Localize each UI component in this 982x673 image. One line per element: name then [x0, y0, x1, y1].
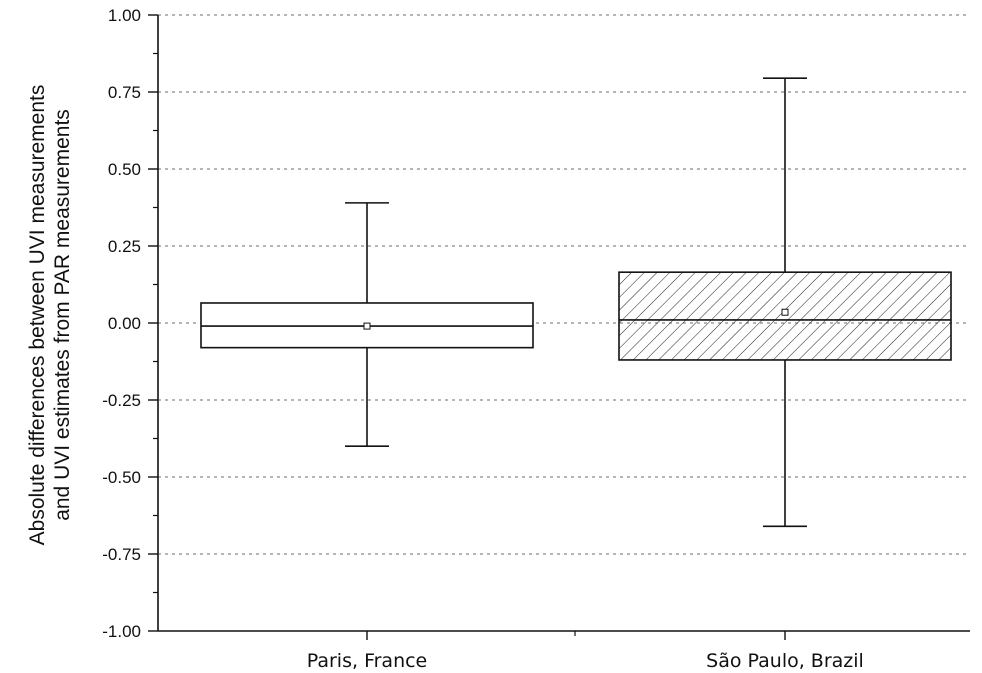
y-axis-title-line: and UVI estimates from PAR measurements [51, 109, 74, 521]
y-tick-label: 0.75 [108, 83, 141, 102]
box-iqr [618, 271, 952, 361]
y-tick-label: 0.00 [108, 314, 141, 333]
boxes [200, 77, 952, 528]
y-tick-label: -0.50 [102, 468, 141, 487]
labels: -1.00 -0.75 -0.50 -0.25 0.00 0.25 0.50 0.75 1.00… [26, 6, 864, 672]
y-axis-title: Absolute differences between UVI measure… [26, 85, 74, 546]
y-tick-label: 0.25 [108, 237, 141, 256]
mean-marker [363, 322, 371, 330]
y-tick-label: -0.25 [102, 391, 141, 410]
y-tick-label: -1.00 [102, 622, 141, 641]
x-category-label: Paris, France [307, 650, 428, 672]
y-axis-title-line: Absolute differences between UVI measure… [26, 85, 49, 546]
y-tick-label: 0.50 [108, 160, 141, 179]
y-tick-label: 1.00 [108, 6, 141, 25]
axes [148, 14, 970, 640]
x-category-label: São Paulo, Brazil [706, 650, 864, 672]
y-tick-label: -0.75 [102, 545, 141, 564]
mean-marker [781, 308, 789, 316]
